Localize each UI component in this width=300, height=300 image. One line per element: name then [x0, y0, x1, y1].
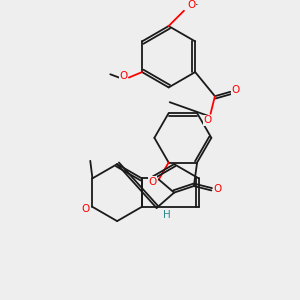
- Text: H: H: [163, 209, 170, 220]
- Text: O: O: [82, 204, 90, 214]
- Text: O: O: [119, 71, 128, 82]
- Text: O: O: [188, 0, 196, 10]
- Text: O: O: [203, 115, 212, 125]
- Text: O: O: [148, 177, 156, 187]
- Text: O: O: [232, 85, 240, 94]
- Text: O: O: [214, 184, 222, 194]
